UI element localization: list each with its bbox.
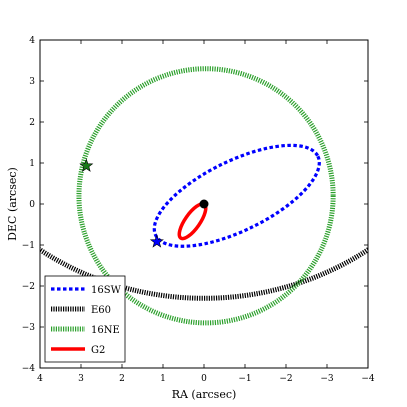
x-axis-label: RA (arcsec)	[172, 388, 237, 401]
y-tick-label: 3	[29, 77, 35, 87]
orbit-e60	[40, 246, 368, 301]
legend-label-16sw: 16SW	[91, 285, 122, 296]
y-tick-label: −1	[22, 241, 35, 251]
x-tick-label: −3	[320, 374, 334, 384]
markers-layer	[79, 158, 209, 248]
orbits-layer	[40, 66, 368, 326]
blue-star-marker	[149, 234, 164, 248]
green-star-marker	[79, 158, 94, 172]
y-tick-label: −3	[22, 323, 36, 333]
legend-label-16ne: 16NE	[91, 325, 120, 336]
x-tick-label: 0	[201, 374, 207, 384]
x-tick-label: −4	[361, 374, 375, 384]
y-axis-label: DEC (arcsec)	[6, 167, 19, 241]
y-tick-label: 4	[29, 36, 35, 46]
x-tick-label: 2	[119, 374, 125, 384]
orbit-16ne	[76, 66, 336, 326]
x-tick-label: 4	[37, 374, 43, 384]
legend-label-e60: E60	[91, 305, 111, 316]
legend-label-g2: G2	[91, 345, 105, 356]
y-tick-label: −2	[22, 282, 35, 292]
y-tick-label: 2	[29, 118, 35, 128]
y-tick-label: −4	[22, 364, 36, 374]
legend: 16SW E60 16NE G2	[44, 275, 126, 363]
ticks-layer: 4 3 2 1 0 −1 −2 −3 −4 −4 −3 −2 −1 0 1 2 3 4	[22, 36, 375, 384]
x-tick-label: 1	[160, 374, 166, 384]
orbit-16sw	[152, 143, 321, 248]
x-tick-label: −2	[279, 374, 292, 384]
y-tick-label: 0	[29, 200, 35, 210]
y-tick-label: 1	[29, 159, 35, 169]
black-dot-marker	[199, 199, 209, 209]
x-tick-label: 3	[78, 374, 84, 384]
x-tick-label: −1	[238, 374, 251, 384]
